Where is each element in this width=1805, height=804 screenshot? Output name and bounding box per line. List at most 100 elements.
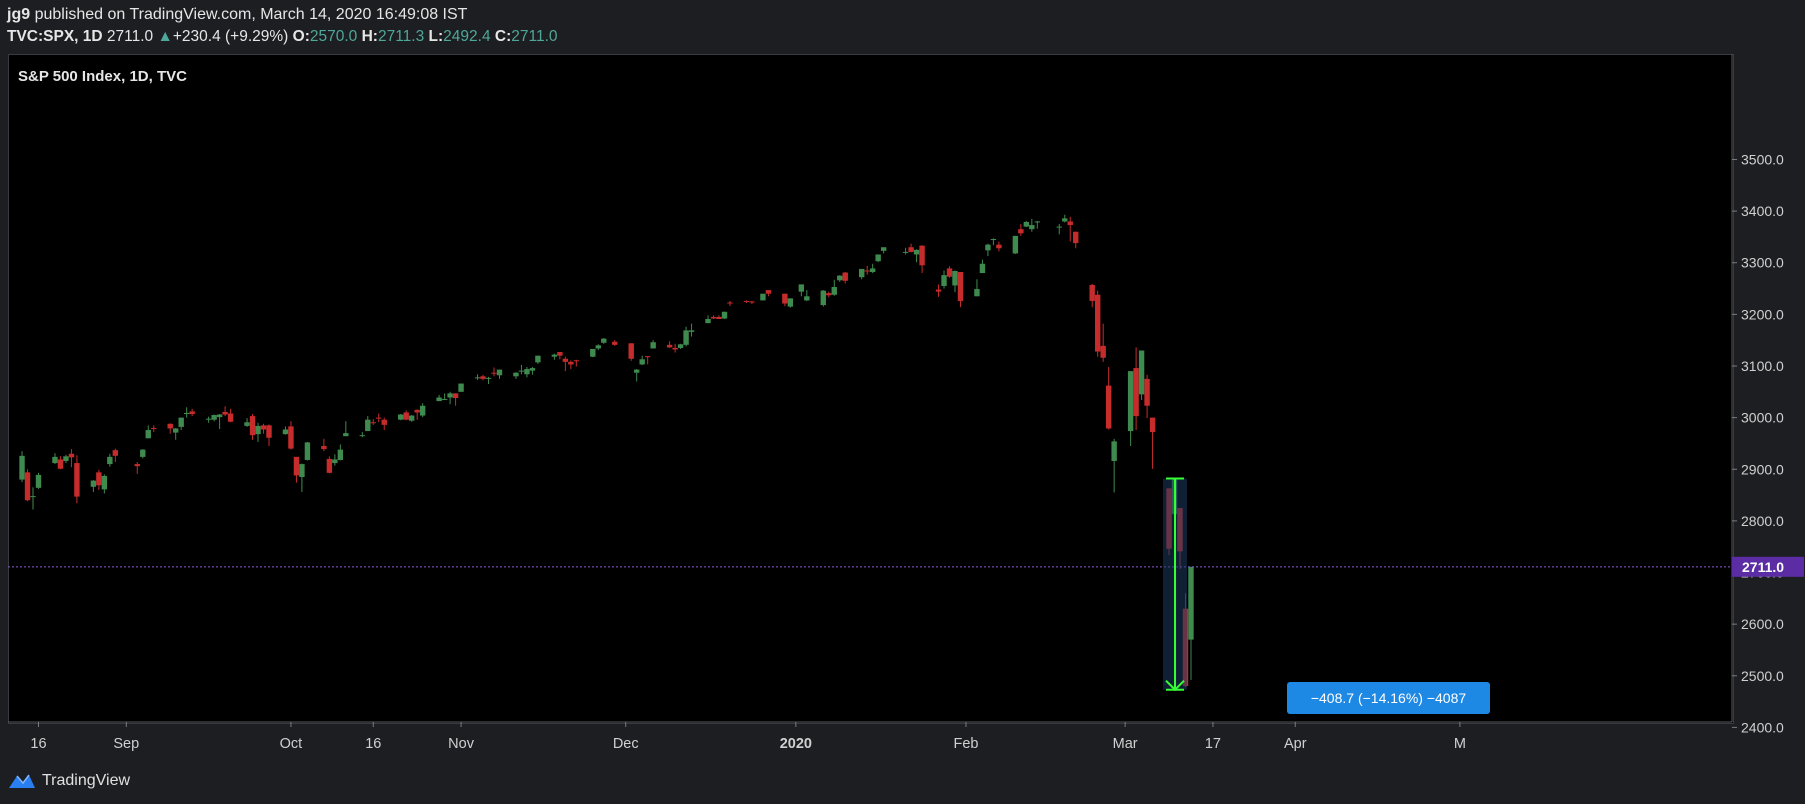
- candle-body: [590, 348, 596, 357]
- candle-body: [633, 369, 640, 373]
- candle-body: [957, 272, 964, 301]
- candle-body: [216, 414, 223, 418]
- candle-body: [760, 293, 766, 301]
- candle-body: [612, 341, 618, 345]
- chart-area[interactable]: [8, 54, 1734, 724]
- candle-body: [282, 429, 289, 435]
- candle-body: [529, 368, 536, 371]
- candle-body: [787, 298, 794, 307]
- time-tick-label: Dec: [613, 736, 639, 752]
- candle-body: [189, 411, 195, 415]
- candle-body: [743, 300, 750, 302]
- candle-body: [990, 238, 997, 241]
- candle-body: [35, 474, 42, 488]
- candle-body: [112, 450, 119, 456]
- candle-body: [30, 496, 36, 498]
- low-value: 2492.4: [443, 28, 491, 45]
- candle-body: [535, 355, 541, 363]
- price-tick-label: 2400.0: [1741, 719, 1784, 735]
- last-price: 2711.0: [106, 28, 154, 45]
- price-tick-label: 2900.0: [1741, 461, 1784, 477]
- candle-body: [1149, 417, 1156, 433]
- candle-body: [749, 301, 755, 303]
- candle-body: [1062, 218, 1068, 222]
- candle-body: [227, 413, 234, 422]
- candle-body: [1067, 221, 1073, 226]
- candle-body: [842, 272, 848, 281]
- candle-body: [299, 464, 305, 477]
- candle-body: [288, 426, 294, 449]
- candle-body: [672, 347, 678, 350]
- time-tick-label: Sep: [113, 736, 139, 752]
- candle-body: [452, 393, 459, 399]
- candle-body: [639, 359, 645, 365]
- candle-body: [107, 456, 113, 465]
- time-tick-label: 2020: [780, 736, 812, 752]
- candle-body: [1133, 368, 1139, 417]
- candle-body: [935, 289, 942, 292]
- close-label: C:: [494, 28, 512, 45]
- candle-body: [436, 397, 442, 402]
- candle-body: [145, 430, 151, 439]
- candle-body: [727, 302, 733, 304]
- candle-body: [1105, 385, 1112, 429]
- candle-body: [266, 425, 272, 438]
- candle-body: [913, 249, 920, 255]
- candle-body: [551, 354, 558, 357]
- tradingview-logo-icon[interactable]: [8, 772, 36, 790]
- candle-body: [1144, 378, 1150, 406]
- candle-body: [343, 433, 349, 437]
- candle-body: [820, 290, 826, 306]
- publisher-name[interactable]: jg9: [7, 6, 31, 23]
- candle-body: [151, 427, 157, 429]
- measure-label-box: [1287, 682, 1490, 714]
- candle-body: [496, 369, 503, 376]
- candle-body: [1089, 284, 1095, 301]
- candle-body: [178, 417, 184, 427]
- candle-body: [491, 372, 497, 374]
- candle-body: [568, 361, 574, 365]
- candle-body: [419, 405, 426, 416]
- publish-info: jg9 published on TradingView.com, March …: [7, 6, 467, 24]
- price-tick-label: 2800.0: [1741, 513, 1784, 529]
- candle-body: [721, 311, 728, 319]
- candle-body: [1188, 566, 1194, 640]
- candle-body: [996, 244, 1002, 249]
- candle-body: [376, 417, 382, 419]
- candle-body: [518, 370, 525, 372]
- candle-body: [908, 247, 914, 252]
- candle-body: [68, 453, 75, 458]
- up-arrow-icon: ▲: [157, 28, 173, 45]
- candle-body: [628, 343, 634, 359]
- candle-body: [370, 422, 376, 424]
- candle-body: [683, 330, 689, 345]
- candle-body: [96, 472, 102, 486]
- candle-body: [458, 383, 464, 392]
- candle-body: [974, 289, 980, 297]
- candle-body: [244, 422, 250, 426]
- brand-name[interactable]: TradingView: [42, 772, 131, 789]
- candle-body: [919, 245, 925, 266]
- candle-body: [880, 247, 887, 251]
- last-price-tag-label: 2711.0: [1742, 559, 1784, 575]
- candle-body: [480, 376, 486, 379]
- candle-body: [765, 290, 772, 294]
- chart-title: S&P 500 Index, 1D, TVC: [18, 68, 187, 85]
- candle-body: [167, 423, 173, 429]
- candle-body: [1127, 371, 1134, 432]
- measure-tool: −408.7 (−14.16%) −4087: [8, 477, 1732, 714]
- candle-body: [101, 475, 108, 490]
- candle-body: [902, 251, 909, 253]
- price-tick-label: 2500.0: [1741, 668, 1784, 684]
- candle-body: [710, 316, 717, 319]
- candle-body: [1023, 221, 1030, 227]
- candle-body: [1138, 350, 1145, 395]
- candle-body: [52, 456, 58, 464]
- published-text: published on TradingView.com, March 14, …: [34, 6, 468, 23]
- measure-label: −408.7 (−14.16%) −4087: [1311, 690, 1467, 706]
- candle-body: [365, 419, 371, 432]
- candle-body: [485, 377, 492, 379]
- candle-body: [249, 416, 256, 436]
- candle-body: [979, 263, 986, 274]
